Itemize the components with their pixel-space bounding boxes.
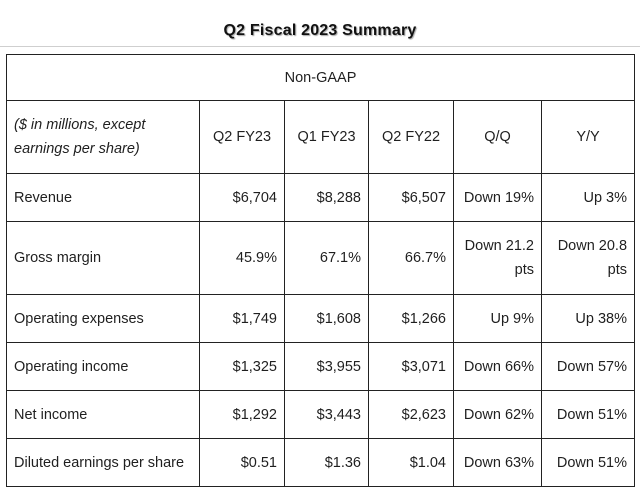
title-divider [0, 46, 640, 47]
row-label: Operating income [6, 342, 200, 391]
row-label: Gross margin [6, 221, 200, 295]
table-cell: $2,623 [368, 390, 454, 439]
table-cell: $3,955 [284, 342, 369, 391]
column-header-q2fy22: Q2 FY22 [368, 100, 454, 174]
table-cell: $1,608 [284, 294, 369, 343]
row-label: Revenue [6, 173, 200, 222]
table-cell: Up 38% [540, 294, 636, 343]
table-cell: $0.51 [199, 438, 285, 487]
table-cell: Down 57% [540, 342, 636, 391]
table-row: Revenue $6,704 $8,288 $6,507 Down 19% Up… [6, 173, 636, 222]
row-label: Net income [6, 390, 200, 439]
table-cell: Down 51% [540, 438, 636, 487]
table-cell: $6,704 [199, 173, 285, 222]
row-label: Operating expenses [6, 294, 200, 343]
column-header-yoy: Y/Y [540, 100, 636, 174]
table-row: Diluted earnings per share $0.51 $1.36 $… [6, 438, 636, 487]
table-cell: $8,288 [284, 173, 369, 222]
table-cell: Down 20.8 pts [540, 221, 636, 295]
table-row: Gross margin 45.9% 67.1% 66.7% Down 21.2… [6, 221, 636, 295]
table-row: Net income $1,292 $3,443 $2,623 Down 62%… [6, 390, 636, 439]
column-header-qoq: Q/Q [453, 100, 542, 174]
page-title: Q2 Fiscal 2023 Summary [223, 22, 417, 39]
table-cell: Down 21.2 pts [453, 221, 542, 295]
table-cell: Up 9% [453, 294, 542, 343]
table-cell: Down 66% [453, 342, 542, 391]
table-cell: $1,325 [199, 342, 285, 391]
table-cell: $1.36 [284, 438, 369, 487]
header-label-cell: ($ in millions, except earnings per shar… [6, 100, 200, 174]
table-cell: Down 62% [453, 390, 542, 439]
table-cell: Up 3% [540, 173, 636, 222]
table-cell: 66.7% [368, 221, 454, 295]
table-cell: $1.04 [368, 438, 454, 487]
table-cell: $3,443 [284, 390, 369, 439]
table-row: Operating expenses $1,749 $1,608 $1,266 … [6, 294, 636, 343]
group-header-row: Non-GAAP [5, 54, 636, 101]
table-cell: Down 51% [540, 390, 636, 439]
table-cell: Down 63% [453, 438, 542, 487]
table-cell: $3,071 [368, 342, 454, 391]
summary-table: Non-GAAP ($ in millions, except earnings… [5, 54, 636, 487]
column-header-q1fy23: Q1 FY23 [284, 100, 369, 174]
table-cell: 45.9% [199, 221, 285, 295]
table-row: Operating income $1,325 $3,955 $3,071 Do… [6, 342, 636, 391]
table-cell: $1,292 [199, 390, 285, 439]
table-cell: Down 19% [453, 173, 542, 222]
table-cell: 67.1% [284, 221, 369, 295]
table-cell: $6,507 [368, 173, 454, 222]
table-cell: $1,749 [199, 294, 285, 343]
column-header-q2fy23: Q2 FY23 [199, 100, 285, 174]
table-cell: $1,266 [368, 294, 454, 343]
row-label: Diluted earnings per share [6, 438, 200, 487]
column-header-row: ($ in millions, except earnings per shar… [6, 100, 636, 174]
group-header-cell: Non-GAAP [5, 54, 636, 101]
